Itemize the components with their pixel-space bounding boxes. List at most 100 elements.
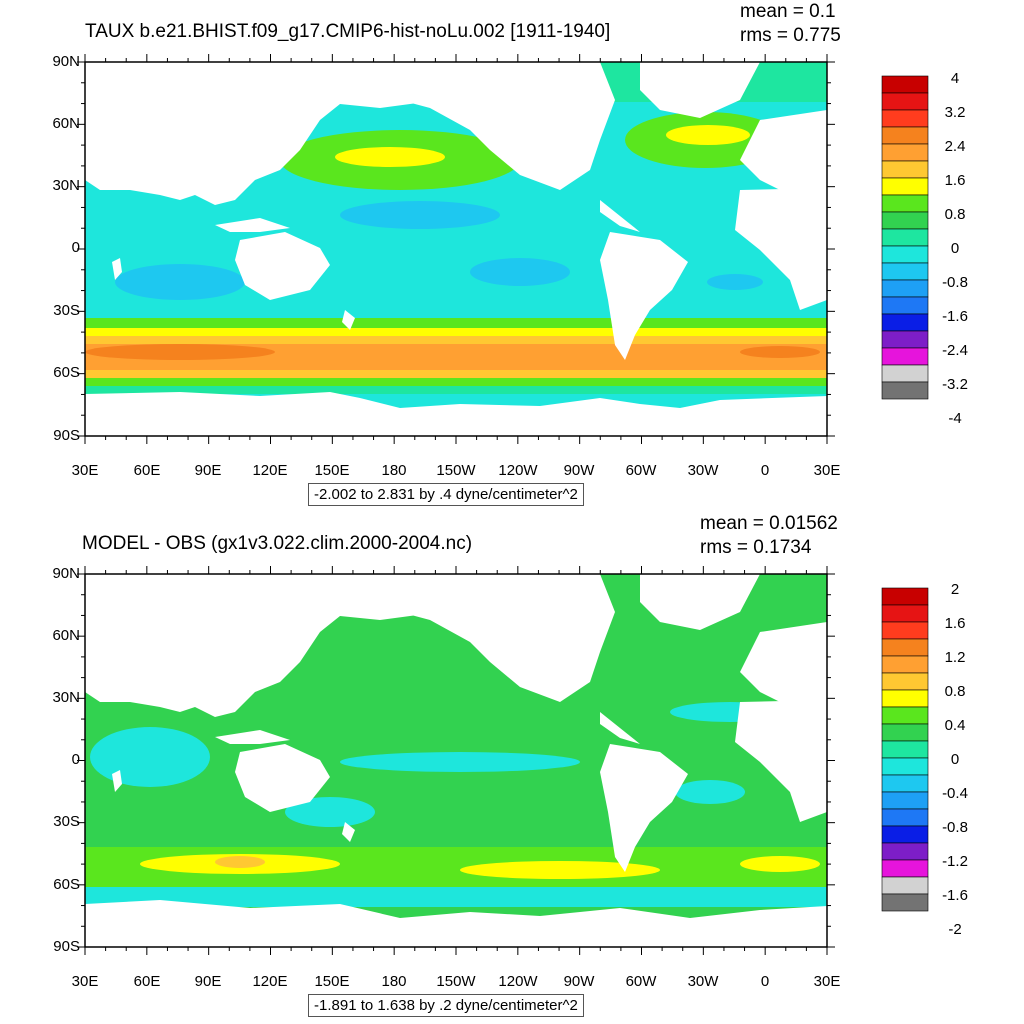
x-tick-label: 60W: [625, 973, 657, 990]
north-atlantic-max: [666, 125, 750, 145]
y-tick-label: 60S: [53, 876, 80, 893]
axis-ticks: [77, 54, 835, 444]
x-tick-label: 150E: [314, 462, 350, 479]
colorbar-swatch: [881, 194, 929, 213]
colorbar-swatch: [881, 587, 929, 606]
indonesia: [215, 218, 290, 232]
indian-negative: [90, 727, 210, 787]
colorbar-swatch: [881, 177, 929, 196]
colorbar-swatch: [881, 808, 929, 827]
colorbar-label: -2.4: [942, 342, 968, 359]
so-yellow-3: [740, 856, 820, 872]
north-pacific-trades: [340, 201, 500, 229]
central-america: [600, 200, 640, 232]
colorbar-swatch: [881, 126, 929, 145]
colorbar-swatch: [881, 262, 929, 281]
y-tick-label: 30N: [52, 177, 80, 194]
equatorial-negative: [340, 752, 580, 772]
y-tick-label: 30N: [52, 689, 80, 706]
new-zealand: [342, 310, 355, 330]
europe: [740, 110, 827, 200]
y-tick-label: 60S: [53, 364, 80, 381]
x-tick-label: 120E: [252, 462, 288, 479]
eurasia: [85, 574, 455, 717]
colorbar-label: 2.4: [944, 138, 966, 155]
colorbar-swatch: [881, 381, 929, 400]
x-tick-label: 30W: [687, 973, 719, 990]
eurasia: [85, 62, 455, 205]
colorbar-swatch: [881, 160, 929, 179]
colorbar-swatch: [881, 672, 929, 691]
colorbar-swatch: [881, 757, 929, 776]
colorbar-label: 0.8: [944, 206, 966, 223]
colorbar-label: -3.2: [942, 376, 968, 393]
x-tick-label: 180: [381, 462, 407, 479]
indian-so-max: [85, 344, 275, 360]
x-tick-label: 60E: [133, 973, 161, 990]
colorbar-swatch: [881, 655, 929, 674]
south-pacific-trades: [470, 258, 570, 286]
mean-stat: mean = 0.01562: [700, 513, 838, 534]
north-america: [400, 574, 615, 702]
colorbar-swatch: [881, 859, 929, 878]
pacific-negative: [285, 797, 375, 827]
colorbar-swatch: [881, 876, 929, 895]
madagascar: [112, 258, 122, 280]
colorbar-swatch: [881, 842, 929, 861]
colorbar-label: -2: [948, 921, 962, 938]
colorbar-swatch: [881, 791, 929, 810]
atlantic-negative: [675, 780, 745, 804]
colorbar-label: 4: [950, 70, 960, 87]
so-orange: [215, 856, 265, 868]
x-tick-label: 30W: [687, 462, 719, 479]
atlantic-so-max: [740, 346, 820, 358]
x-tick-label: 60E: [133, 462, 161, 479]
colorbar-swatch: [881, 621, 929, 640]
indian-trades: [115, 264, 245, 300]
so-band-7: [85, 386, 827, 394]
colorbar-swatch: [881, 92, 929, 111]
south-america: [600, 232, 688, 360]
x-tick-label: 60W: [625, 462, 657, 479]
colorbar-swatch: [881, 75, 929, 94]
so-band-3: [85, 336, 827, 346]
colorbar-label: -0.8: [942, 819, 968, 836]
x-tick-label: 90E: [194, 973, 222, 990]
colorbar-label: 0.8: [944, 683, 966, 700]
colorbar-label: 1.6: [944, 615, 966, 632]
map-plot: [77, 566, 929, 955]
colorbar-label: -0.8: [942, 274, 968, 291]
y-tick-label: 30S: [53, 813, 80, 830]
colorbar-swatch: [881, 245, 929, 264]
colorbar-label: -1.6: [942, 887, 968, 904]
south-america: [600, 744, 688, 872]
europe: [740, 622, 827, 712]
y-tick-label: 90S: [53, 938, 80, 955]
colorbar-label: 1.6: [944, 172, 966, 189]
colorbar-label: 3.2: [944, 104, 966, 121]
so-negative: [85, 887, 827, 907]
plot-title: TAUX b.e21.BHIST.f09_g17.CMIP6-hist-noLu…: [85, 21, 611, 42]
so-band-5: [85, 370, 827, 380]
panel-model-minus-obs: MODEL - OBS (gx1v3.022.clim.2000-2004.nc…: [0, 512, 1024, 1024]
y-tick-label: 90S: [53, 427, 80, 444]
x-tick-label: 120E: [252, 973, 288, 990]
colorbar-swatch: [881, 825, 929, 844]
rms-stat: rms = 0.1734: [700, 537, 812, 558]
map-plot: [77, 54, 929, 444]
contour-info-box: -2.002 to 2.831 by .4 dyne/centimeter^2: [308, 483, 584, 506]
y-tick-label: 0: [71, 751, 80, 768]
colorbar-swatch: [881, 740, 929, 759]
x-tick-label: 180: [381, 973, 407, 990]
greenland: [640, 62, 760, 118]
x-tick-label: 90W: [563, 462, 595, 479]
x-tick-label: 90W: [563, 973, 595, 990]
colorbar-label: -1.6: [942, 308, 968, 325]
antarctica: [85, 900, 827, 947]
colorbar-swatch: [881, 638, 929, 657]
north-america: [400, 62, 615, 190]
colorbar-swatch: [881, 228, 929, 247]
x-tick-label: 0: [760, 973, 770, 990]
colorbar-label: -0.4: [942, 785, 968, 802]
x-tick-label: 150W: [436, 462, 476, 479]
